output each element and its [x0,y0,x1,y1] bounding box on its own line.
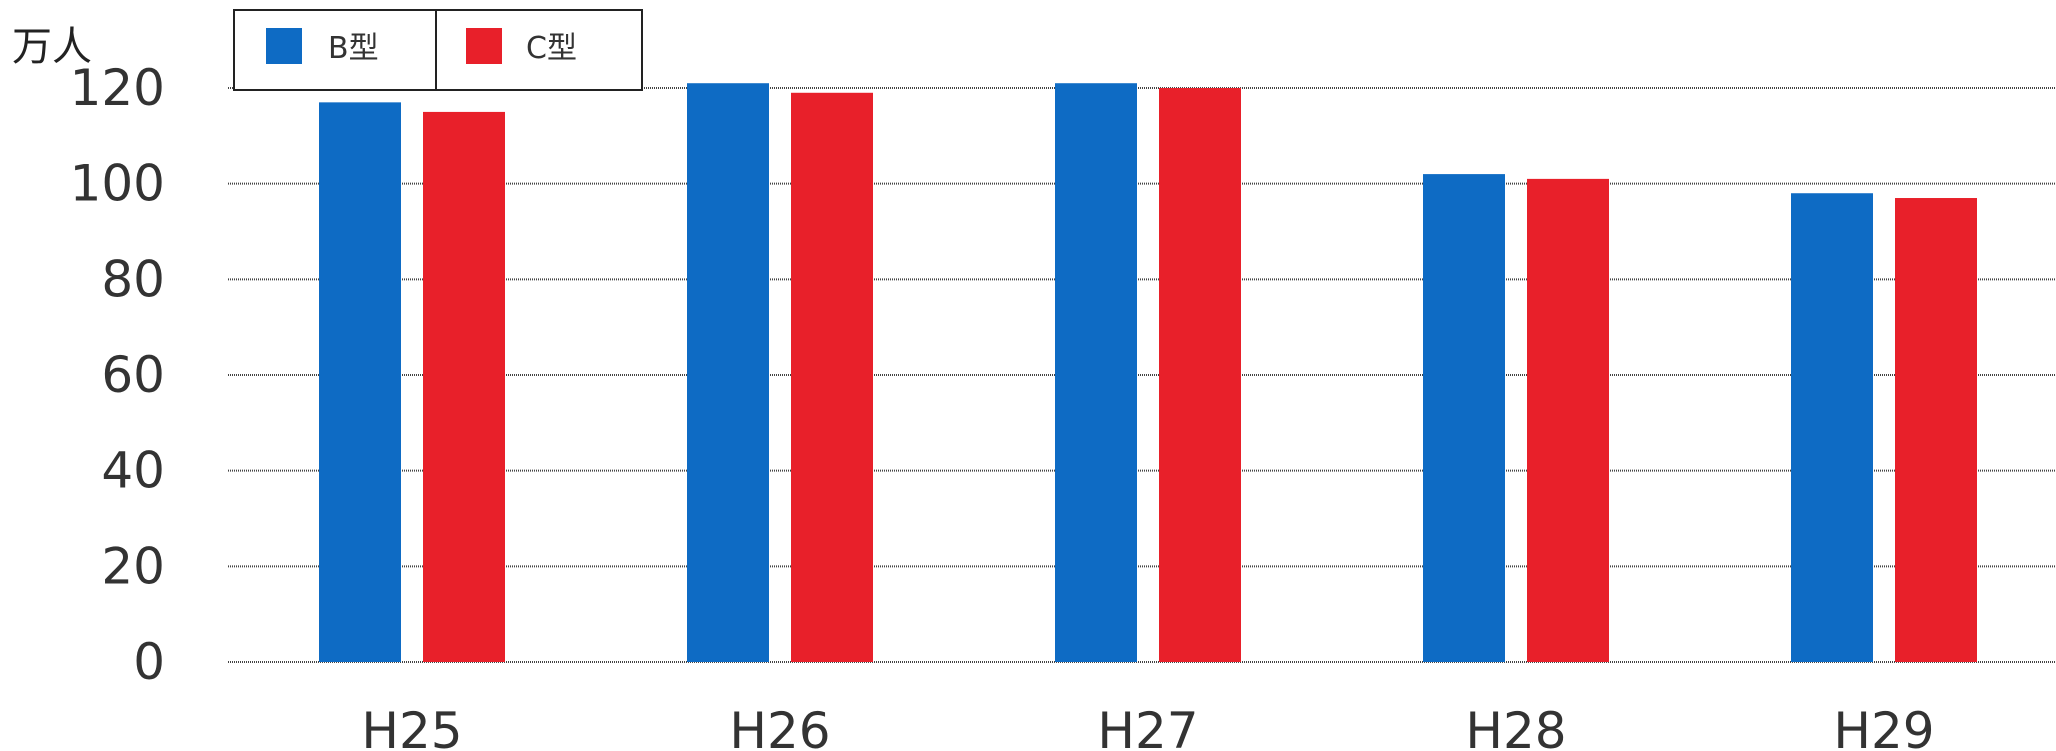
legend-swatch-b [266,28,302,64]
bar-c-H27 [1159,88,1241,662]
bar-b-H29 [1791,193,1873,662]
x-tick-label-H25: H25 [361,702,462,751]
y-tick-label-100: 100 [70,155,165,213]
y-axis-unit-label: 万人 [12,24,92,70]
bar-b-H26 [687,83,769,662]
legend-label-b: B型 [328,31,379,66]
bars [319,83,1977,663]
legend-box [233,9,643,91]
x-tick-label-H28: H28 [1465,702,1566,751]
bar-b-H27 [1055,83,1137,662]
y-axis: 0 20 40 60 80 100 120 [70,59,165,691]
y-tick-label-0: 0 [133,633,165,691]
legend: B型 C型 [233,9,643,91]
y-tick-label-80: 80 [101,250,165,308]
bar-c-H25 [423,111,505,662]
x-tick-label-H29: H29 [1833,702,1934,751]
y-tick-label-120: 120 [70,59,165,117]
y-tick-label-60: 60 [101,346,165,404]
legend-label-c: C型 [526,31,577,66]
bar-c-H26 [791,92,873,663]
y-tick-label-20: 20 [101,537,165,595]
x-axis: H25 H26 H27 H28 H29 [361,702,1934,751]
bar-b-H28 [1423,174,1505,662]
y-tick-label-40: 40 [101,442,165,500]
x-tick-label-H27: H27 [1097,702,1198,751]
x-tick-label-H26: H26 [729,702,830,751]
bar-c-H29 [1895,198,1977,662]
legend-swatch-c [466,28,502,64]
bar-b-H25 [319,102,401,663]
bar-c-H28 [1527,178,1609,662]
